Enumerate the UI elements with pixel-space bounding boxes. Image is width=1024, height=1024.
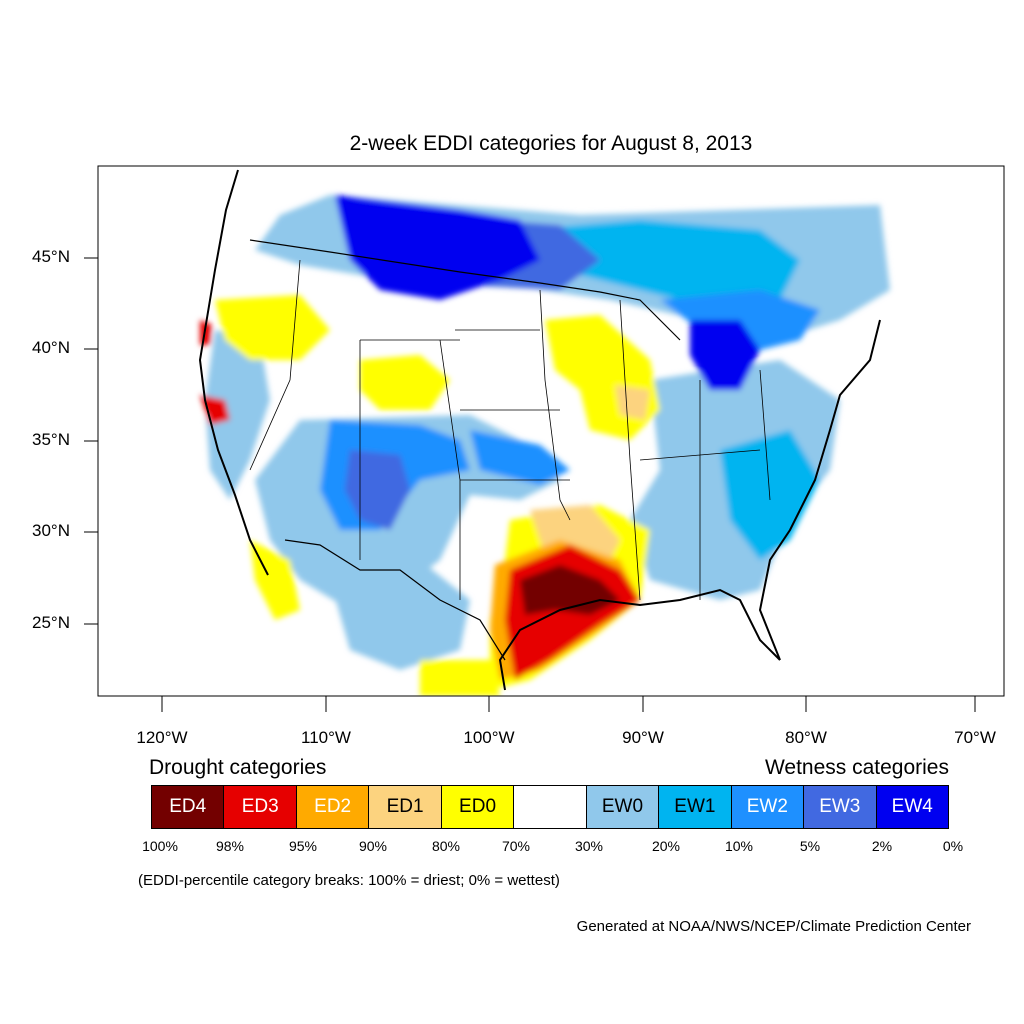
us-canada-border (249, 239, 681, 341)
ew4-field-montana (335, 195, 540, 300)
ed0-field-baja (250, 540, 300, 620)
category-legend: ED4 ED3 ED2 ED1 ED0 EW0 EW1 EW2 EW3 EW4 (151, 785, 949, 829)
break-90: 90% (358, 838, 388, 854)
east-coast-line (758, 319, 881, 661)
legend-swatch-ed4: ED4 (152, 786, 225, 828)
legend-swatch-ew2: EW2 (731, 786, 805, 828)
lat-label-40: 40°N (32, 338, 70, 357)
legend-label-ew1: EW1 (674, 796, 716, 817)
ew0-field-southwest (330, 560, 470, 670)
legend-label-ew0: EW0 (601, 796, 644, 817)
mexico-border (284, 539, 506, 661)
legend-label-ed0: ED0 (459, 796, 497, 817)
lat-label-45: 45°N (32, 247, 70, 266)
legend-label-ew4: EW4 (891, 796, 933, 817)
ed0-field-south-texas (420, 660, 500, 696)
lon-label-110: 110°W (301, 728, 351, 747)
legend-label-ew3: EW3 (819, 796, 861, 817)
legend-swatch-ew0: EW0 (586, 786, 660, 828)
ew3-field-newmexico (345, 450, 410, 530)
ew2-field-plains (470, 430, 570, 485)
legend-swatch-ew1: EW1 (659, 786, 732, 828)
break-10: 10% (724, 838, 754, 854)
credit-line: Generated at NOAA/NWS/NCEP/Climate Predi… (576, 918, 971, 935)
ed3-field-california (200, 395, 230, 425)
legend-swatch-ew4: EW4 (876, 786, 948, 828)
lon-label-70: 70°W (954, 728, 996, 747)
map-title: 2-week EDDI categories for August 8, 201… (349, 132, 753, 155)
break-2: 2% (871, 838, 893, 854)
legend-swatch-ed1: ED1 (369, 786, 442, 828)
break-70: 70% (501, 838, 531, 854)
wetness-categories-heading: Wetness categories (764, 756, 949, 779)
gulf-coast-line (498, 588, 781, 691)
drought-categories-heading: Drought categories (149, 756, 327, 779)
legend-swatch-neutral (514, 786, 587, 828)
lat-label-25: 25°N (32, 613, 70, 632)
legend-label-ed3: ED3 (241, 796, 279, 817)
lon-label-100: 100°W (463, 728, 515, 747)
map-frame (97, 165, 1005, 697)
percentile-note: (EDDI-percentile category breaks: 100% =… (138, 872, 560, 889)
break-30: 30% (574, 838, 604, 854)
lon-label-90: 90°W (622, 728, 664, 747)
break-95: 95% (288, 838, 318, 854)
lon-label-80: 80°W (785, 728, 827, 747)
break-5: 5% (799, 838, 821, 854)
break-80: 80% (431, 838, 461, 854)
lat-label-35: 35°N (32, 430, 70, 449)
ed0-field-northwest (215, 295, 330, 360)
ew4-field-great-lakes (690, 320, 760, 390)
ed0-field-wyoming (360, 355, 450, 410)
lon-label-120: 120°W (136, 728, 188, 747)
west-coast-line (198, 169, 269, 576)
ew1-field-north (520, 220, 800, 310)
legend-swatch-ew3: EW3 (804, 786, 877, 828)
legend-swatch-ed0: ED0 (441, 786, 515, 828)
lat-label-30: 30°N (32, 521, 70, 540)
legend-label-ed1: ED1 (386, 796, 424, 817)
break-20: 20% (651, 838, 681, 854)
break-98: 98% (215, 838, 245, 854)
legend-label-ew2: EW2 (746, 796, 788, 817)
break-100: 100% (142, 838, 178, 854)
ed1-field-missouri (615, 385, 650, 420)
ed4-field-texas (520, 565, 620, 615)
state-lines (249, 259, 771, 601)
legend-label-ed2: ED2 (314, 796, 352, 817)
legend-label-ed4: ED4 (169, 796, 207, 817)
legend-swatch-ed3: ED3 (224, 786, 297, 828)
ed0-field-iowa-illinois (545, 315, 660, 440)
break-0: 0% (942, 838, 964, 854)
legend-swatch-ed2: ED2 (296, 786, 370, 828)
